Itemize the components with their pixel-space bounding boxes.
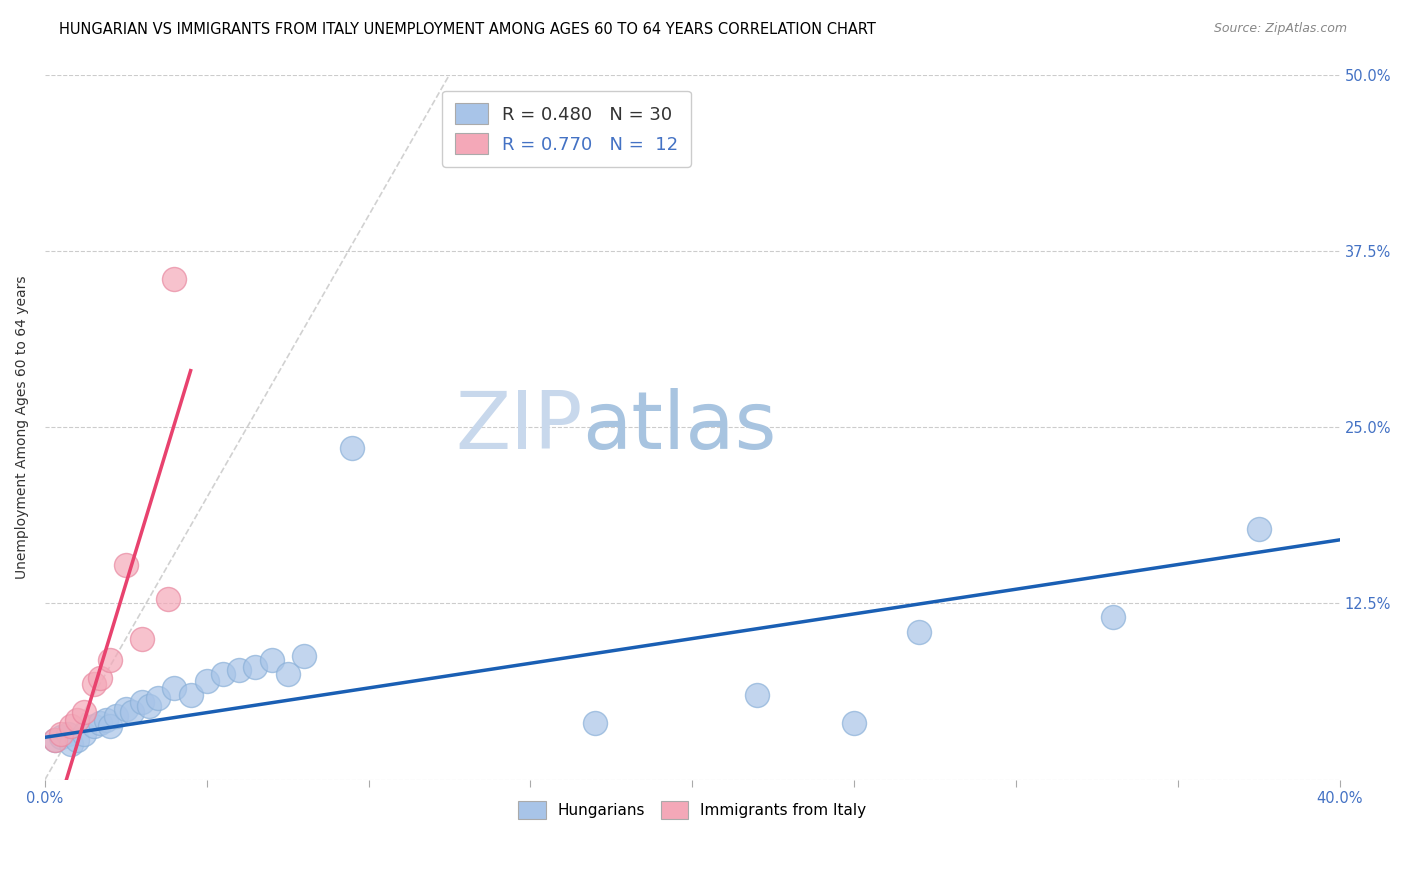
Point xyxy=(342,441,364,455)
Point xyxy=(59,737,82,751)
Point xyxy=(292,648,315,663)
Point xyxy=(163,681,186,695)
Point xyxy=(131,632,153,646)
Point xyxy=(156,592,179,607)
Point xyxy=(66,733,89,747)
Point xyxy=(115,702,138,716)
Point xyxy=(245,660,267,674)
Point xyxy=(1247,522,1270,536)
Point xyxy=(44,733,66,747)
Point xyxy=(163,272,186,286)
Point xyxy=(49,727,72,741)
Text: ZIP: ZIP xyxy=(456,388,582,466)
Text: Source: ZipAtlas.com: Source: ZipAtlas.com xyxy=(1213,22,1347,36)
Point xyxy=(148,690,170,705)
Point xyxy=(131,695,153,709)
Point xyxy=(59,719,82,733)
Point xyxy=(277,666,299,681)
Point xyxy=(908,624,931,639)
Point xyxy=(115,558,138,573)
Point xyxy=(89,716,111,731)
Point xyxy=(180,688,202,702)
Point xyxy=(195,673,218,688)
Legend: Hungarians, Immigrants from Italy: Hungarians, Immigrants from Italy xyxy=(512,795,873,825)
Text: HUNGARIAN VS IMMIGRANTS FROM ITALY UNEMPLOYMENT AMONG AGES 60 TO 64 YEARS CORREL: HUNGARIAN VS IMMIGRANTS FROM ITALY UNEMP… xyxy=(59,22,876,37)
Point xyxy=(66,714,89,728)
Point xyxy=(83,719,105,733)
Point xyxy=(56,727,79,741)
Point xyxy=(98,653,121,667)
Point xyxy=(96,714,118,728)
Point xyxy=(73,705,96,719)
Text: atlas: atlas xyxy=(582,388,776,466)
Point xyxy=(121,705,143,719)
Point xyxy=(73,727,96,741)
Point xyxy=(105,709,128,723)
Point xyxy=(745,688,768,702)
Point xyxy=(89,671,111,685)
Point xyxy=(44,733,66,747)
Point xyxy=(260,653,283,667)
Y-axis label: Unemployment Among Ages 60 to 64 years: Unemployment Among Ages 60 to 64 years xyxy=(15,276,30,579)
Point xyxy=(49,731,72,745)
Point xyxy=(83,676,105,690)
Point xyxy=(1102,610,1125,624)
Point xyxy=(842,716,865,731)
Point xyxy=(138,699,160,714)
Point xyxy=(228,663,250,677)
Point xyxy=(212,666,235,681)
Point xyxy=(583,716,606,731)
Point xyxy=(98,719,121,733)
